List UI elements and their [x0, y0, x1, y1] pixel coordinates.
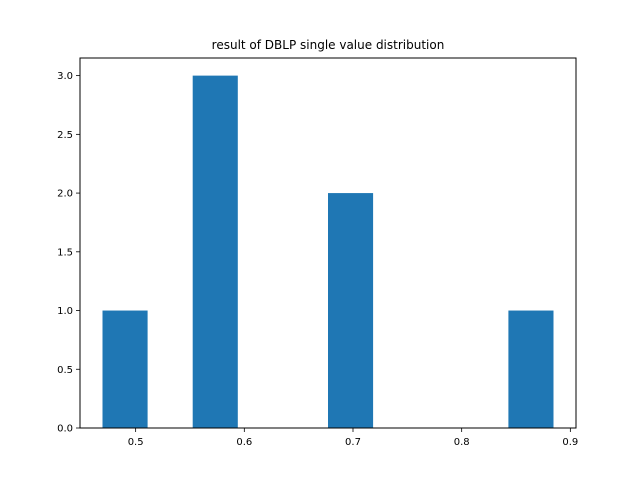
- y-tick-label: 0.5: [57, 365, 73, 376]
- x-tick-label: 0.9: [562, 437, 578, 448]
- x-tick-label: 0.7: [345, 437, 361, 448]
- y-tick-label: 2.0: [57, 189, 73, 200]
- y-tick-label: 2.5: [57, 130, 73, 141]
- y-tick-label: 3.0: [57, 71, 73, 82]
- x-tick-label: 0.8: [454, 437, 470, 448]
- bars: [102, 75, 554, 429]
- y-tick-label: 0.0: [57, 424, 73, 435]
- x-axis: 0.5 0.6 0.7 0.8 0.9: [128, 428, 578, 448]
- y-axis: 0.0 0.5 1.0 1.5 2.0 2.5 3.0: [57, 71, 80, 435]
- histogram-bar: [328, 193, 374, 428]
- x-tick-label: 0.5: [128, 437, 144, 448]
- chart-title: result of DBLP single value distribution: [212, 38, 445, 52]
- plot-frame: [79, 57, 577, 429]
- y-tick-label: 1.0: [57, 306, 73, 317]
- histogram-bar: [102, 310, 148, 428]
- histogram-bar: [192, 75, 238, 429]
- histogram-bar: [508, 310, 554, 428]
- x-tick-label: 0.6: [236, 437, 252, 448]
- y-tick-label: 1.5: [57, 247, 73, 258]
